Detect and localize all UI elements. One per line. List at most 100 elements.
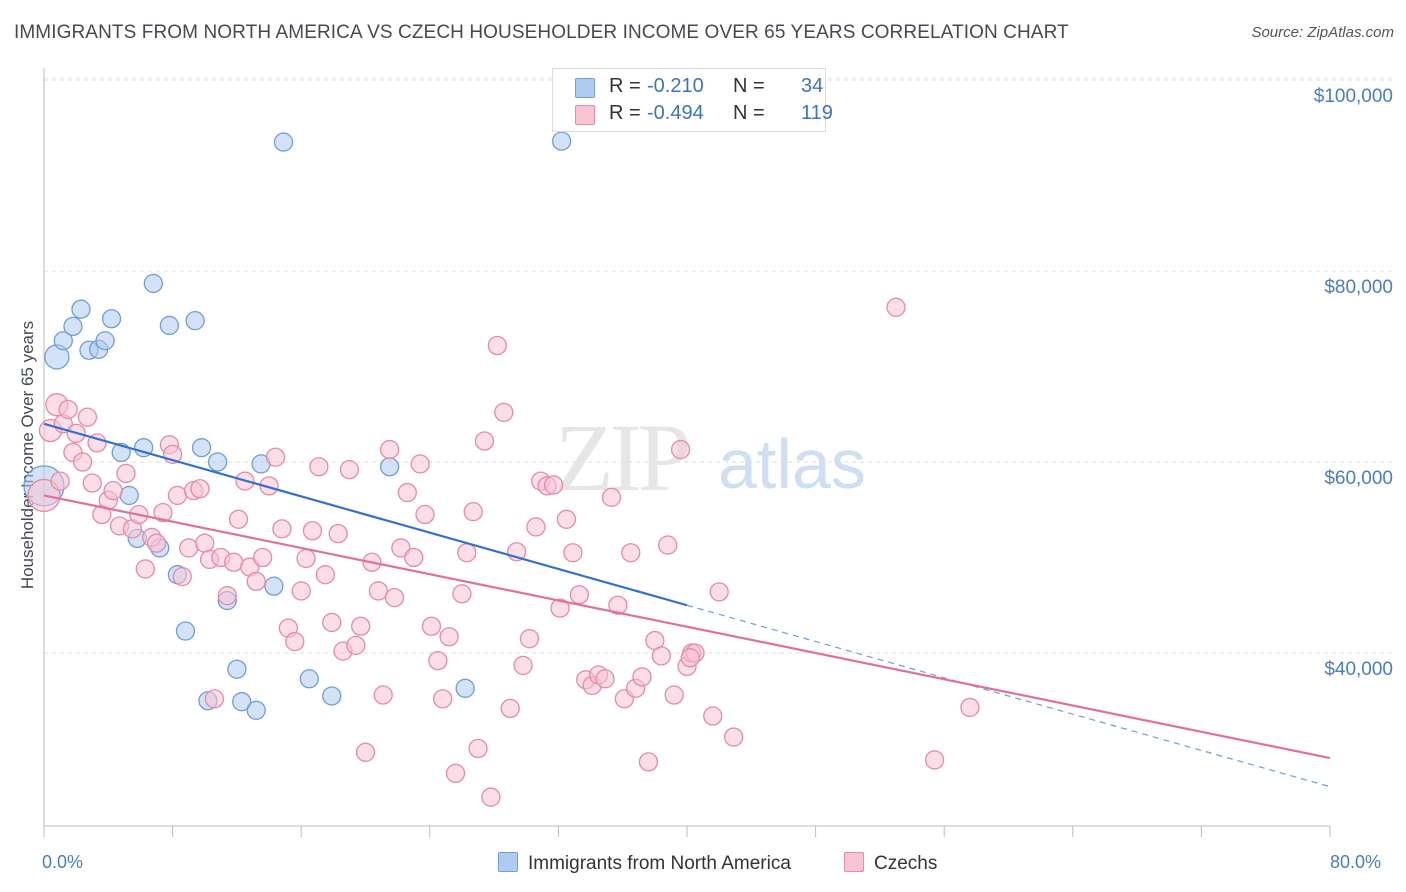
legend-n-label: N = xyxy=(733,75,765,97)
point-north-america xyxy=(143,273,163,294)
x-tick-max: 80.0% xyxy=(1330,852,1382,872)
point-north-america xyxy=(207,452,228,472)
point-czechs xyxy=(595,669,615,689)
point-czechs xyxy=(519,629,540,649)
source-label: Source: ZipAtlas.com xyxy=(1251,24,1394,41)
point-czechs xyxy=(487,335,507,356)
point-czechs xyxy=(960,697,980,718)
point-czechs xyxy=(391,538,411,558)
point-czechs xyxy=(723,727,744,747)
point-czechs xyxy=(351,616,371,636)
point-north-america xyxy=(53,331,73,351)
point-czechs xyxy=(190,479,210,499)
point-czechs xyxy=(670,439,691,460)
y-tick-100000: $100,000 xyxy=(1313,86,1393,107)
point-czechs xyxy=(500,698,520,719)
point-czechs xyxy=(638,752,659,772)
point-czechs xyxy=(172,566,192,587)
point-czechs xyxy=(463,502,483,522)
point-czechs xyxy=(58,399,78,420)
point-czechs xyxy=(651,646,671,666)
point-czechs xyxy=(569,585,589,605)
point-north-america xyxy=(95,331,115,351)
point-czechs xyxy=(204,689,225,709)
point-czechs xyxy=(457,543,477,563)
bottom-legend-label: Czechs xyxy=(874,853,938,874)
point-czechs xyxy=(886,297,906,317)
point-czechs xyxy=(116,463,136,484)
point-czechs xyxy=(195,533,215,553)
point-north-america xyxy=(246,700,266,720)
point-czechs xyxy=(309,457,329,477)
point-czechs xyxy=(72,452,93,472)
legend-swatch-pink xyxy=(575,105,595,125)
point-czechs xyxy=(439,627,459,647)
point-czechs xyxy=(452,584,472,604)
point-north-america xyxy=(264,576,284,596)
trend-north-america xyxy=(43,422,688,607)
trend-lines xyxy=(43,422,1331,788)
point-czechs xyxy=(153,502,173,523)
point-czechs xyxy=(474,431,495,451)
point-czechs xyxy=(252,547,273,568)
point-north-america xyxy=(227,659,247,679)
point-czechs xyxy=(82,473,102,493)
point-czechs xyxy=(179,538,199,558)
legend-n-label: N = xyxy=(733,102,765,124)
point-czechs xyxy=(368,581,389,601)
point-czechs xyxy=(296,548,316,569)
bottom-legend-czechs: Czechs xyxy=(844,852,937,875)
point-czechs xyxy=(146,533,167,553)
point-north-america xyxy=(379,457,400,477)
correlation-legend: R = -0.210 N = 34 R = -0.494 N = 119 xyxy=(552,68,833,132)
y-tick-40000: $40,000 xyxy=(1324,659,1393,680)
bottom-legend-swatch-pink xyxy=(844,852,864,872)
point-czechs xyxy=(608,595,628,615)
point-czechs xyxy=(328,523,348,544)
point-czechs xyxy=(246,571,266,592)
point-czechs xyxy=(373,685,393,705)
point-czechs xyxy=(217,586,237,606)
point-czechs xyxy=(632,667,652,687)
point-czechs xyxy=(228,509,249,529)
bottom-legend-label: Immigrants from North America xyxy=(528,853,791,874)
point-czechs xyxy=(621,543,641,563)
point-czechs xyxy=(415,504,435,525)
point-czechs xyxy=(481,787,501,807)
point-north-america xyxy=(159,315,180,336)
watermark: ZIP atlas xyxy=(555,404,866,511)
chart-title: IMMIGRANTS FROM NORTH AMERICA VS CZECH H… xyxy=(14,22,1069,43)
point-north-america xyxy=(63,316,83,337)
point-north-america xyxy=(119,485,139,506)
point-czechs xyxy=(404,547,424,568)
point-north-america xyxy=(101,309,122,329)
point-czechs xyxy=(664,685,684,705)
point-czechs xyxy=(291,581,311,601)
point-czechs xyxy=(384,587,405,608)
point-czechs xyxy=(410,454,430,474)
trend-north-america-extrapolated xyxy=(686,604,1331,788)
legend-r-value: -0.210 xyxy=(647,75,704,97)
point-czechs xyxy=(513,655,533,676)
point-czechs xyxy=(77,407,98,427)
watermark-atlas: atlas xyxy=(718,425,866,503)
trend-czechs xyxy=(43,494,1331,760)
point-north-america xyxy=(185,311,205,331)
point-north-america xyxy=(551,131,572,151)
point-czechs xyxy=(494,402,514,422)
point-czechs xyxy=(680,648,700,668)
legend-swatch-blue xyxy=(575,78,595,98)
y-tick-60000: $60,000 xyxy=(1324,468,1393,489)
point-czechs xyxy=(272,519,292,539)
bottom-legend-north-america: Immigrants from North America xyxy=(498,852,791,875)
point-czechs xyxy=(265,447,286,467)
axes xyxy=(43,68,1331,837)
point-czechs xyxy=(556,509,577,529)
point-czechs xyxy=(445,763,466,783)
x-tick-min: 0.0% xyxy=(42,852,84,872)
point-north-america xyxy=(455,678,475,698)
point-czechs xyxy=(315,565,335,585)
point-czechs xyxy=(346,635,366,656)
point-czechs xyxy=(285,631,305,652)
